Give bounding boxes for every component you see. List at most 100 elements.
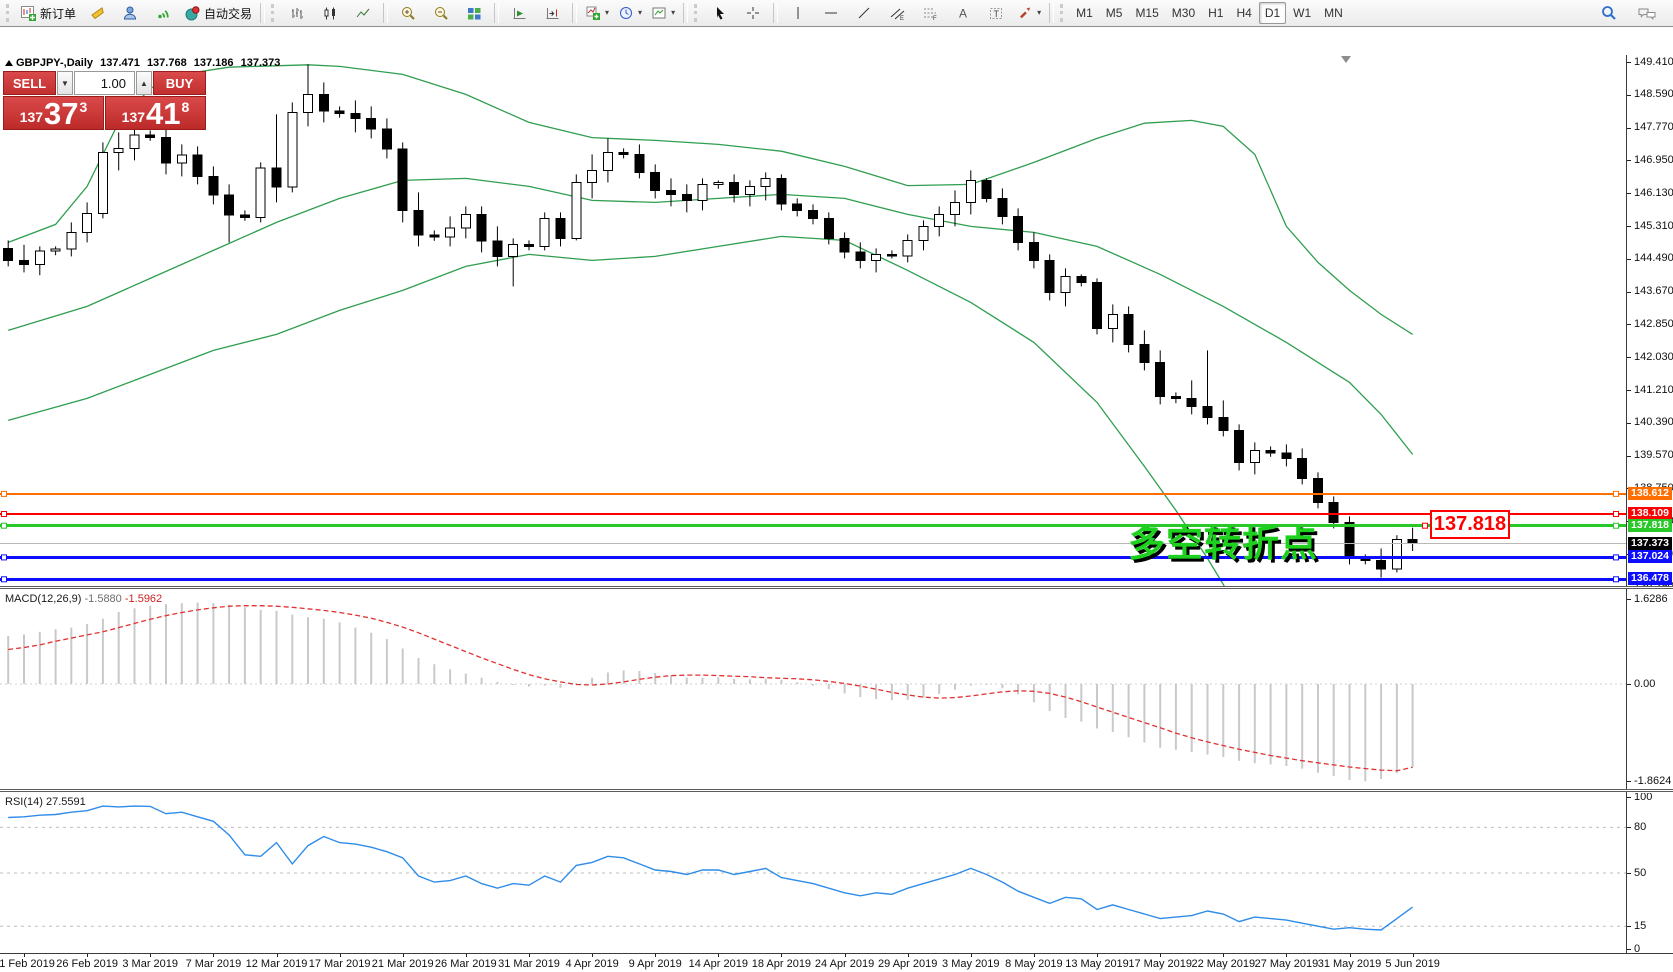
buy-button[interactable]: BUY [153,71,206,95]
sell-price-button[interactable]: 137 37 3 [3,96,104,130]
vertical-line-icon [797,6,799,19]
buy-price-sup: 8 [181,99,190,115]
symbol-collapse-icon[interactable] [5,60,13,66]
line-chart-icon [356,8,369,17]
panel-separator[interactable] [0,789,1673,792]
crosshair-icon [746,6,759,19]
chart-annotation-text[interactable]: 多空转折点 [1128,523,1318,564]
volume-input[interactable]: 1.00 [74,71,135,95]
auto-trading-button[interactable]: 自动交易 [180,1,256,25]
auto-scroll-icon [513,7,526,19]
timeframe-m15[interactable]: M15 [1135,6,1159,20]
main-chart-canvas[interactable] [0,55,1626,586]
chevron-down-icon: ▾ [671,8,676,17]
bar-chart-button[interactable] [281,1,313,25]
text-icon: A [959,6,967,20]
chart-shift-button[interactable] [536,1,568,25]
cursor-button[interactable] [704,1,736,25]
buy-price-big: 41 [146,96,181,131]
date-label: 22 May 2019 [1191,958,1256,970]
price-callout-label[interactable]: 137.818 [1430,510,1510,539]
chat-button[interactable] [1631,1,1663,25]
timeframe-m30[interactable]: M30 [1171,6,1196,20]
chart-window[interactable]: GBPJPY-,Daily 137.471 137.768 137.186 13… [0,27,1673,970]
horizontal-line-icon [824,12,837,13]
user-profile-button[interactable] [114,1,146,25]
timeframe-d1[interactable]: D1 [1258,2,1287,24]
timeframe-h1[interactable]: H1 [1208,6,1224,20]
volume-increase-button[interactable]: ▲ [136,71,152,95]
timeframe-m1[interactable]: M1 [1076,6,1093,20]
vertical-line-button[interactable] [782,1,814,25]
crosshair-button[interactable] [737,1,769,25]
sell-price-prefix: 137 [19,109,44,125]
price-line-label: 137.024 [1628,550,1672,564]
signals-button[interactable] [147,1,179,25]
price-line-label: 137.373 [1628,536,1672,550]
macd-name: MACD(12,26,9) [5,593,82,605]
templates-button[interactable]: ▾ [647,1,679,25]
candlestick-chart-button[interactable] [314,1,346,25]
svg-text:E: E [900,16,904,22]
new-order-button[interactable]: 新订单 [16,1,80,25]
user-profile-icon [123,6,136,19]
macd-main-value: -1.5880 [84,593,122,605]
new-order-label: 新订单 [40,6,77,21]
channel-button[interactable]: E [881,1,913,25]
chat-icon [1638,8,1656,20]
sell-price-big: 37 [44,96,79,131]
search-icon [1602,6,1616,20]
date-label: 5 Jun 2019 [1385,958,1440,970]
date-label: 13 May 2019 [1065,958,1129,970]
mql5-community-button[interactable] [81,1,113,25]
chart-shift-marker-icon [1341,56,1351,63]
zoom-in-button[interactable] [392,1,424,25]
timeframe-m5[interactable]: M5 [1105,6,1123,20]
fibonacci-icon: F [923,8,937,22]
timeframe-h4[interactable]: H4 [1236,6,1252,20]
text-label-button[interactable]: T [980,1,1012,25]
rsi-axis[interactable]: 100 80 50 15 0 [1627,793,1673,953]
arrows-button[interactable]: ▾ [1013,1,1045,25]
price-line-label: 137.818 [1628,518,1672,532]
auto-scroll-button[interactable] [503,1,535,25]
date-label: 3 May 2019 [942,958,1000,970]
price-axis[interactable]: 149.410 148.590 147.770 146.950 146.130 145.3… [1627,55,1673,588]
one-click-trading-panel: SELL ▼ 1.00 ▲ BUY 137 37 3 137 41 8 [3,71,206,130]
date-label: 3 Mar 2019 [122,958,179,970]
svg-text:A: A [959,6,967,20]
templates-icon [652,7,666,18]
buy-price-button[interactable]: 137 41 8 [105,96,206,130]
arrows-icon [1020,7,1031,18]
macd-canvas[interactable] [0,590,1626,790]
signals-icon [157,9,169,18]
fibonacci-button[interactable]: F [914,1,946,25]
rsi-label: RSI(14) 27.5591 [5,796,86,808]
timeframe-w1[interactable]: W1 [1293,6,1312,20]
periods-button[interactable]: ▾ [614,1,646,25]
panel-separator[interactable] [0,586,1673,589]
symbol-name: GBPJPY-,Daily [16,57,94,69]
line-chart-button[interactable] [347,1,379,25]
macd-axis[interactable]: 1.6286 0.00 -1.8624 [1627,590,1673,789]
date-label: 21 Mar 2019 [371,958,434,970]
buy-price-prefix: 137 [121,109,146,125]
text-button[interactable]: A [947,1,979,25]
new-order-icon [21,5,36,21]
auto-trading-icon [185,5,200,20]
sell-button[interactable]: SELL [3,71,56,95]
trendline-button[interactable] [848,1,880,25]
zoom-out-button[interactable] [425,1,457,25]
tile-windows-button[interactable] [458,1,490,25]
price-line-label: 136.478 [1628,572,1672,586]
search-button[interactable] [1593,1,1625,25]
time-axis-border [0,953,1673,954]
volume-decrease-button[interactable]: ▼ [57,71,73,95]
bar-chart-icon [291,7,303,19]
rsi-canvas[interactable] [0,793,1626,953]
indicators-button[interactable]: ▾ [581,1,613,25]
zoom-in-icon [401,6,415,20]
timeframe-mn[interactable]: MN [1324,6,1343,20]
horizontal-line-button[interactable] [815,1,847,25]
